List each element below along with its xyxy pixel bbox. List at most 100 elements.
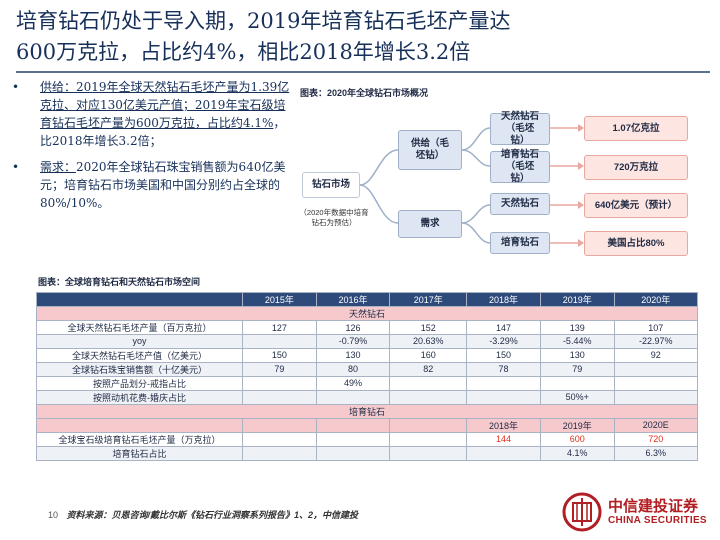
node-demand-lab: 培育钻石 [490,232,550,254]
title-line-1: 培育钻石仍处于导入期，2019年培育钻石毛坯产量达 [16,9,511,33]
table-cell: 130 [315,347,391,363]
node-demand: 需求 [398,210,462,238]
connector-root-supply [359,149,399,186]
table-cell [466,445,541,461]
connector-root-demand [359,184,399,224]
page-number: 10 [48,510,59,520]
node-demand-natural: 天然钻石 [490,193,550,215]
table-cell [466,375,541,391]
header-label-cell [36,292,243,307]
table-cell: 6.3% [613,445,699,461]
value-demand-natural: 640亿美元（预计） [584,193,688,218]
table-cell: -0.79% [315,334,391,349]
arrowhead-demand-natural [578,201,584,209]
node-supply-natural: 天然钻石（毛坯钻） [490,111,550,146]
bullet-supply-rest: ，比2018年增长3.2倍； [40,116,286,148]
bullet-demand: • 需求：2020年全球钻石珠宝销售额为640亿美元；培育钻石市场美国和中国分别… [10,158,292,212]
row-label: 全球钻石珠宝销售额（十亿美元） [36,361,243,377]
table-cell: -5.44% [539,334,615,349]
table-cell [613,361,699,377]
table-cell [242,334,317,349]
table-cell: 79 [242,361,317,377]
connector-demand-natural [461,204,491,224]
table-cell: 130 [539,347,615,363]
bullet-supply-underlined: 2019年全球天然钻石毛坯产量为1.39亿克拉、对应130亿美元产值；2019年… [40,80,290,130]
bullet-marker: • [12,80,20,94]
table-cell: -3.29% [466,334,541,349]
table-cell: -22.97% [613,334,699,349]
title-line-2: 600万克拉，占比约4%，相比2018年增长3.2倍 [16,40,471,64]
table-cell [315,431,391,447]
market-table: 2015年 2016年 2017年 2018年 2019年 2020年 天然钻石… [36,292,699,461]
logo-name-cn: 中信建投证券 [608,497,699,515]
arrowhead-supply-lab [578,162,584,170]
table-cell: 4.1% [539,445,615,461]
lab-year: 2019年 [539,417,615,433]
table-cell [389,431,468,447]
footer: 10 资料来源：贝恩咨询/戴比尔斯《钻石行业洞察系列报告》1、2，中信建投 [48,508,358,521]
table-cell: 720 [613,431,699,447]
table-cell [242,445,317,461]
connector-supply-lab [461,149,491,167]
table-cell [315,389,391,405]
header-year: 2017年 [389,292,468,307]
table-cell: 79 [539,361,615,377]
node-supply-lab: 培育钻石（毛坯钻） [490,149,550,184]
table-cell: 80 [315,361,391,377]
bullet-supply-head: 供给： [40,80,77,94]
table-cell: 150 [242,347,317,363]
bullet-marker: • [12,160,20,174]
bullet-supply: • 供给：2019年全球天然钻石毛坯产量为1.39亿克拉、对应130亿美元产值；… [10,78,292,150]
table-cell: 139 [539,320,615,335]
table-cell [242,431,317,447]
table-cell: 150 [466,347,541,363]
table-cell: 92 [613,347,699,363]
table-row: 全球宝石级培育钻石毛坯产量（万克拉） 144 600 720 [36,431,699,447]
table-row: 全球天然钻石毛坯产量（百万克拉） 127 126 152 147 139 107 [36,320,699,335]
logo-name-en: CHINA SECURITIES [608,515,707,526]
table-cell: 160 [389,347,468,363]
table-cell: 126 [315,320,391,335]
table-cell [242,389,317,405]
row-label: 按照产品划分-戒指占比 [36,375,243,391]
table-row: 培育钻石占比 4.1% 6.3% [36,445,699,461]
row-label: 全球天然钻石毛坯产值（亿美元） [36,347,243,363]
table-cell [466,389,541,405]
node-root: 钻石市场 [302,172,360,198]
arrowhead-supply-natural [578,124,584,132]
node-supply: 供给（毛坯钻） [398,130,462,170]
table-cell [613,389,699,405]
table-row: 按照产品划分-戒指占比 49% [36,375,699,391]
root-note: （2020年数据中培育钻石为预估） [299,208,369,227]
row-label: 全球宝石级培育钻石毛坯产量（万克拉） [36,431,243,447]
bullet-demand-rest: 2020年全球钻石珠宝销售额为640亿美元；培育钻石市场美国和中国分别约占全球的… [40,160,286,210]
table-cell: 78 [466,361,541,377]
table-header-row: 2015年 2016年 2017年 2018年 2019年 2020年 [36,292,699,307]
bullet-demand-head: 需求： [40,160,77,174]
table-row: yoy -0.79% 20.63% -3.29% -5.44% -22.97% [36,334,699,349]
value-supply-natural: 1.07亿克拉 [584,116,688,141]
table-cell [389,445,468,461]
header-year: 2019年 [539,292,615,307]
table-cell [315,445,391,461]
table-cell [613,375,699,391]
header-year: 2015年 [242,292,317,307]
lab-year: 2020E [613,417,699,433]
header-year: 2020年 [613,292,699,307]
table-cell: 82 [389,361,468,377]
logo-emblem-icon [562,492,602,532]
slide-title: 培育钻石仍处于导入期，2019年培育钻石毛坯产量达 600万克拉，占比约4%，相… [16,6,706,68]
connector-supply-natural [461,127,491,151]
table-cell [242,375,317,391]
table-cell: 20.63% [389,334,468,349]
section-lab-label: 培育钻石 [36,403,698,419]
table-cell: 152 [389,320,468,335]
value-demand-lab: 美国占比80% [584,231,688,256]
table-cell: 127 [242,320,317,335]
lab-year-label-cell [36,417,243,433]
row-label: yoy [36,334,243,349]
table-caption: 图表：全球培育钻石和天然钻石市场空间 [38,277,201,287]
header-year: 2016年 [315,292,391,307]
header-year: 2018年 [466,292,541,307]
title-divider [16,71,710,73]
